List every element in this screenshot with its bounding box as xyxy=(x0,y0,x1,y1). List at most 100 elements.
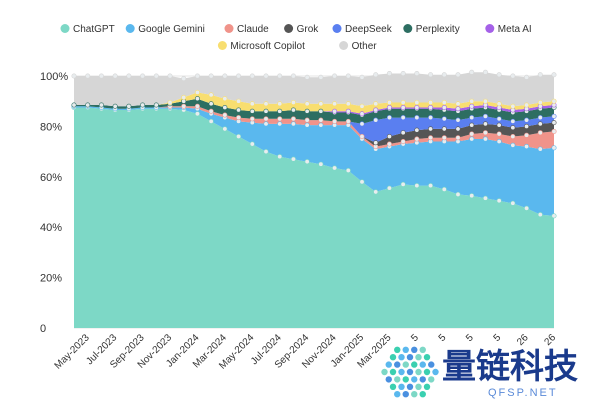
data-point xyxy=(181,103,187,109)
data-point xyxy=(469,98,475,104)
data-point xyxy=(318,74,324,80)
x-tick-label: 26 xyxy=(542,332,558,348)
data-point xyxy=(455,101,461,107)
data-point xyxy=(469,131,475,137)
data-point xyxy=(98,73,104,79)
y-tick-label: 40% xyxy=(40,222,62,234)
area-deepseek xyxy=(74,106,554,143)
x-tick-label: 5 xyxy=(437,332,449,344)
legend-item-microsoft-copilot: Microsoft Copilot xyxy=(217,41,305,52)
data-point xyxy=(112,73,118,79)
data-point xyxy=(386,185,392,191)
logo-dot xyxy=(398,383,405,390)
data-point xyxy=(332,118,338,124)
data-point xyxy=(537,99,543,105)
data-point xyxy=(304,159,310,165)
data-point xyxy=(524,132,530,138)
legend-item-claude: Claude xyxy=(224,24,269,35)
data-point xyxy=(345,101,351,107)
data-point xyxy=(222,105,228,111)
points-microsoft-copilot xyxy=(167,89,557,109)
x-tick-label: May-2023 xyxy=(53,332,93,372)
logo-dot xyxy=(406,383,414,390)
legend-item-meta-ai: Meta AI xyxy=(485,24,532,35)
logo-dot xyxy=(411,346,418,353)
data-point xyxy=(71,73,77,79)
data-point xyxy=(386,115,392,121)
data-point xyxy=(373,72,379,78)
data-point xyxy=(140,73,146,79)
data-point xyxy=(496,122,502,128)
data-point xyxy=(98,102,104,108)
data-point xyxy=(441,126,447,132)
data-point xyxy=(249,73,255,79)
data-point xyxy=(455,191,461,197)
logo-dot xyxy=(411,361,418,368)
data-point xyxy=(441,72,447,78)
data-point xyxy=(249,116,255,122)
data-point xyxy=(428,99,434,105)
data-point xyxy=(304,101,310,107)
data-point xyxy=(167,73,173,79)
area-other xyxy=(74,72,554,107)
y-tick-label: 60% xyxy=(40,172,62,184)
data-point xyxy=(167,99,173,105)
data-point xyxy=(510,142,516,148)
logo-dot xyxy=(381,368,388,376)
data-point xyxy=(482,98,488,104)
y-tick-label: 0 xyxy=(40,323,46,335)
data-point xyxy=(208,101,214,107)
points-other xyxy=(71,69,557,82)
data-point xyxy=(414,70,420,76)
logo-dot xyxy=(419,376,426,383)
data-point xyxy=(551,145,557,151)
data-point xyxy=(140,102,146,108)
series-points xyxy=(71,69,557,219)
legend-label: ChatGPT xyxy=(73,24,115,35)
data-point xyxy=(414,136,420,142)
data-point xyxy=(482,195,488,201)
data-point xyxy=(441,186,447,192)
logo-dot xyxy=(394,361,401,368)
data-point xyxy=(386,133,392,139)
data-point xyxy=(373,107,379,113)
logo-dot xyxy=(389,368,397,376)
data-point xyxy=(194,89,200,95)
logo-dot xyxy=(411,391,418,398)
data-point xyxy=(455,126,461,132)
data-point xyxy=(400,139,406,145)
logo-dot xyxy=(415,368,422,376)
data-point xyxy=(428,135,434,141)
data-point xyxy=(496,198,502,204)
data-point xyxy=(236,115,242,121)
data-point xyxy=(359,103,365,109)
y-tick-label: 100% xyxy=(40,71,68,83)
data-point xyxy=(277,101,283,107)
data-point xyxy=(496,131,502,137)
data-point xyxy=(551,72,557,78)
data-point xyxy=(551,113,557,119)
data-point xyxy=(126,73,132,79)
data-point xyxy=(496,139,502,145)
logo-dot xyxy=(394,376,401,383)
data-point xyxy=(277,73,283,79)
data-point xyxy=(400,115,406,121)
data-point xyxy=(386,70,392,76)
logo-dot xyxy=(415,383,422,390)
data-point xyxy=(345,108,351,114)
y-tick-label: 80% xyxy=(40,121,62,133)
data-point xyxy=(414,183,420,189)
data-point xyxy=(400,99,406,105)
data-point xyxy=(469,193,475,199)
data-point xyxy=(524,144,530,150)
logo-dot xyxy=(402,376,409,383)
data-point xyxy=(428,105,434,111)
data-point xyxy=(112,103,118,109)
data-point xyxy=(318,122,324,128)
logo-dot xyxy=(423,354,431,361)
data-point xyxy=(290,99,296,105)
data-point xyxy=(304,74,310,80)
data-point xyxy=(194,96,200,102)
data-point xyxy=(551,213,557,219)
